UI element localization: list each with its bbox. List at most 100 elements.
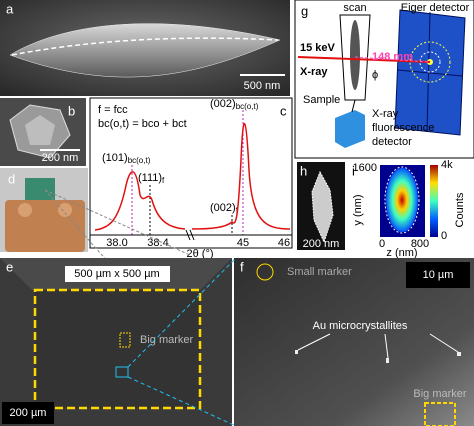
panel-label: b [68, 103, 75, 118]
fluorescence-detector [335, 110, 365, 148]
marker-label: Big marker [140, 334, 194, 346]
axis-break [189, 229, 195, 241]
diffraction-ring [419, 51, 441, 73]
marker-circle [256, 263, 274, 281]
marker-box [424, 402, 456, 426]
panel-label: c [280, 103, 287, 118]
xrd-curve [94, 171, 186, 231]
area-label: 500 µm x 500 µm [74, 268, 159, 280]
peak-label: (101)bc(o,t) [102, 152, 151, 165]
legend-text: f = fcc [98, 104, 128, 116]
panel-label: d [8, 171, 15, 186]
legend-text: bc(o,t) = bco + bct [98, 118, 187, 130]
marker-label: Big marker [413, 388, 467, 400]
beam-label: X-ray [300, 66, 328, 78]
scale-text: 10 µm [423, 269, 454, 281]
x-axis-label: 2θ (°) [186, 248, 213, 260]
peak-label: (111)f [138, 172, 165, 185]
zoom-line [44, 189, 116, 271]
phase: bc(o,t) [128, 156, 151, 165]
energy-label: 15 keV [300, 42, 336, 54]
colorbar [430, 165, 438, 237]
panel-label: h [300, 163, 307, 178]
crystal [311, 170, 334, 244]
panel-a: a 500 nm [0, 0, 290, 96]
x-tick-label: 0 [379, 238, 385, 250]
plot-frame [89, 97, 293, 249]
arrow [297, 333, 331, 351]
arrow [384, 333, 389, 359]
panel-b: b 200 nm [0, 98, 86, 166]
scale-text: 200 µm [10, 407, 47, 419]
x-tick-label: 800 [411, 238, 429, 250]
sample [350, 20, 360, 90]
scale-box [2, 402, 54, 424]
cbar-tick: 4k [441, 159, 453, 171]
phase: f [162, 176, 165, 185]
chip [25, 178, 55, 200]
crystallite [295, 350, 298, 354]
arrow [429, 333, 459, 353]
phase: bc(o,t) [236, 102, 259, 111]
diffraction-ring [409, 41, 451, 83]
panel-label: g [301, 3, 308, 18]
screw [58, 203, 72, 217]
detector-label: Eiger detector [401, 2, 470, 14]
plane: (111) [138, 172, 162, 184]
sample-label: Sample [303, 94, 340, 106]
panel-f: f Small marker 10 µm Au microcrystallite… [127, 257, 474, 426]
fluo-label: fluorescence [372, 122, 434, 134]
scale-text: 500 nm [244, 80, 281, 92]
plane: (002) [210, 202, 236, 214]
xray-beam [297, 56, 431, 63]
tick-label: 38.0 [106, 237, 127, 249]
axis-break [185, 229, 191, 241]
panel-d: d [0, 168, 191, 271]
distance-label: 148 mm [372, 51, 413, 63]
plane: (002) [210, 98, 236, 110]
peak-label: (002)f [210, 202, 239, 215]
crystallite [457, 352, 461, 356]
tick-label: 46 [278, 237, 290, 249]
detector-seam [397, 69, 463, 77]
label-box [65, 266, 170, 282]
tick-label: 38.4 [147, 237, 168, 249]
panel-label: a [6, 1, 14, 16]
panel-label: e [6, 259, 13, 274]
marker-box [119, 332, 131, 348]
scale-text: 200 nm [42, 152, 79, 164]
panel-g: g scan Eiger detector 15 keV X-ray 148 m… [294, 0, 474, 159]
cbar-tick: 0 [441, 230, 447, 242]
connector [351, 99, 356, 113]
y-axis-label: y (nm) [352, 194, 364, 225]
y-tick-label: 1600 [353, 162, 377, 174]
panel-i: i 1600 y (nm) 0 800 z (nm) 4k 0 Counts [352, 159, 466, 259]
crystal-face [25, 115, 55, 145]
zoom-line [44, 189, 191, 256]
scan-label: scan [343, 2, 366, 14]
x-axis-label: z (nm) [386, 247, 417, 259]
tick-label: 45 [237, 237, 249, 249]
cbar-label: Counts [454, 192, 466, 227]
outline [384, 166, 420, 234]
panel-c: f = fcc bc(o,t) = bco + bct c (002)bc(o,… [89, 97, 293, 260]
crystal [9, 23, 281, 78]
holder [5, 200, 85, 252]
scan-area [33, 288, 202, 410]
zoom-box [115, 366, 129, 378]
scale-box [406, 262, 470, 288]
fluo-label: detector [372, 136, 412, 148]
intensity-map [386, 168, 418, 232]
panel-label: f [240, 259, 244, 274]
peak-label: (002)bc(o,t) [210, 98, 259, 111]
fluo-label: X-ray [372, 108, 399, 120]
crystallite [386, 358, 389, 363]
zoom-line [127, 376, 237, 426]
marker-label: Small marker [287, 266, 352, 278]
angle-label: ϕ [372, 69, 378, 81]
zoom-line [127, 257, 237, 368]
plane: (101) [102, 152, 128, 164]
distance-line [354, 56, 431, 63]
scale-text: 200 nm [303, 238, 340, 250]
